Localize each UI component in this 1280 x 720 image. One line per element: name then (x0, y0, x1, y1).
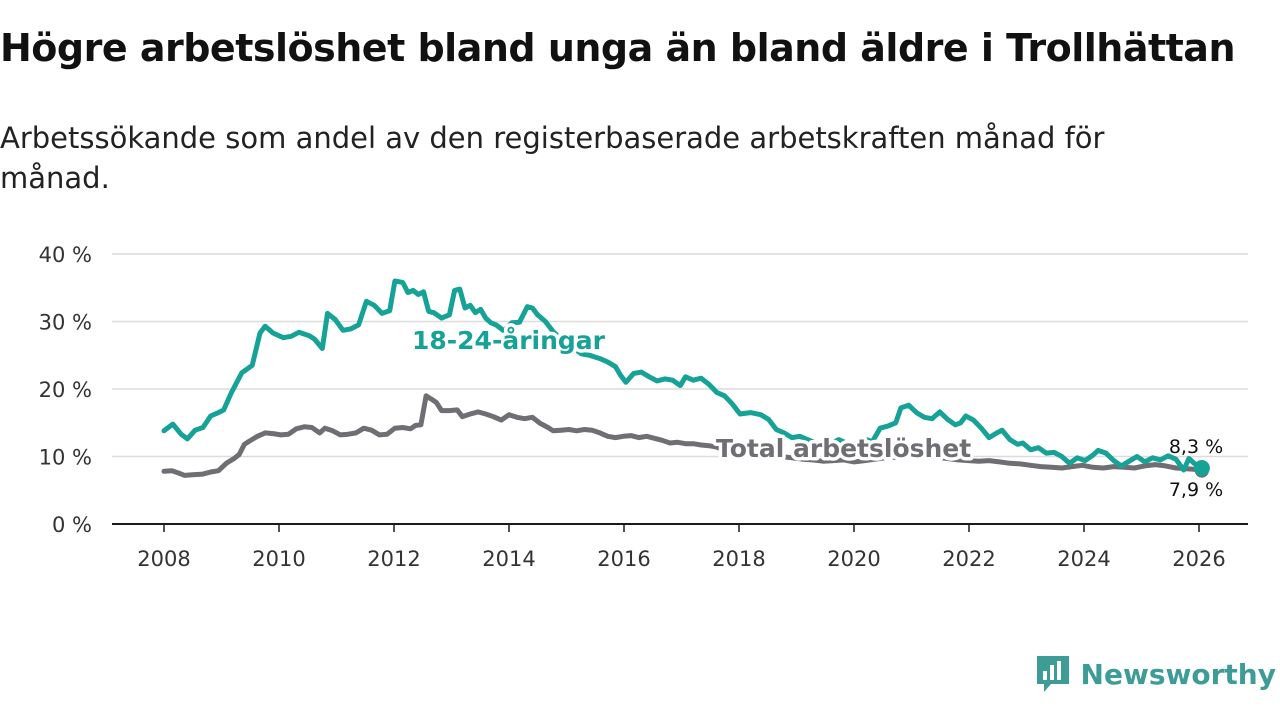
series-label-youth: 18-24-åringar (412, 326, 606, 355)
end-dot-youth (1193, 459, 1210, 476)
x-tick-label: 2026 (1172, 547, 1225, 571)
series-label-total: Total arbetslöshet (716, 434, 971, 463)
x-tick-label: 2010 (252, 547, 305, 571)
line-chart: 0 % 10 % 20 % 30 % 40 % 2008 2010 2012 2014 2016 2… (39, 243, 1248, 571)
y-tick-label: 40 % (39, 243, 92, 267)
x-tick-label: 2018 (712, 547, 765, 571)
x-tick-label: 2020 (827, 547, 880, 571)
series-line-youth (161, 278, 1205, 473)
y-tick-label: 30 % (39, 311, 92, 335)
series-label-total-halo: Total arbetslöshet (716, 434, 971, 463)
y-tick-label: 0 % (52, 513, 92, 537)
end-label-youth: 8,3 % (1169, 436, 1223, 458)
chart-title: Högre arbetslöshet bland unga än bland ä… (0, 26, 1236, 70)
chart-subtitle: Arbetssökande som andel av den registerb… (0, 121, 1105, 195)
end-label-total: 7,9 % (1169, 479, 1223, 501)
x-tick-label: 2014 (482, 547, 535, 571)
x-tick-label: 2022 (942, 547, 995, 571)
series-line-total (161, 393, 1205, 478)
y-tick-label: 10 % (39, 446, 92, 470)
y-tick-label: 20 % (39, 378, 92, 402)
x-tick-label: 2008 (137, 547, 190, 571)
series-label-youth-halo: 18-24-åringar (412, 326, 606, 355)
brand-name: Newsworthy (1080, 657, 1276, 691)
x-tick-label: 2016 (597, 547, 650, 571)
x-tick-label: 2024 (1057, 547, 1110, 571)
x-tick-label: 2012 (367, 547, 420, 571)
newsworthy-logo: Newsworthy (1035, 654, 1276, 694)
bar-chart-speech-bubble-icon (1036, 656, 1069, 692)
